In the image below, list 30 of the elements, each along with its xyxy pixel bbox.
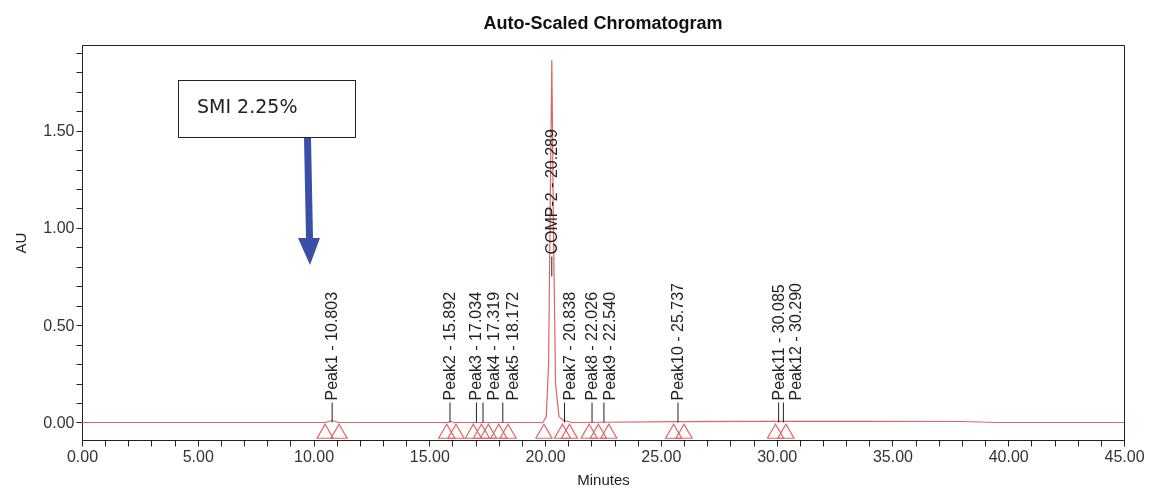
annotation: Peak4 - 17.319 [485,291,503,401]
x-axis-title: Minutes [577,470,630,488]
annotation: Peak1 - 10.803 [323,291,341,401]
callout-box: SMI 2.25% [178,80,356,138]
x-tick-label: 20.00 [525,447,566,465]
annotation: Peak11 - 30.085 [769,284,787,401]
x-tick-label: 10.00 [294,447,335,465]
annotation: Peak9 - 22.540 [600,291,618,401]
x-tick-label: 35.00 [872,447,914,465]
annotation: Peak3 - 17.034 [467,291,485,401]
annotation: COMP-2 - 20.289 [542,129,560,255]
x-tick-label: 25.00 [641,447,682,465]
annotation: Peak7 - 20.838 [560,291,578,401]
y-axis-title: AU [12,232,30,254]
annotation: Peak8 - 22.026 [583,291,601,401]
annotation: Peak12 - 30.290 [787,282,805,401]
y-tick-label: 1.50 [43,122,75,140]
annotation: Peak5 - 18.172 [503,291,521,401]
x-tick-label: 40.00 [988,447,1029,465]
y-tick-label: 0.00 [43,413,75,431]
annotation: Peak2 - 15.892 [440,291,458,401]
x-tick-label: 30.00 [757,447,798,465]
annotation: Peak10 - 25.737 [668,282,686,401]
y-tick-label: 1.00 [43,219,75,237]
x-tick-label: 45.00 [1104,447,1145,465]
x-tick-label: 5.00 [182,447,214,465]
chart-title: Auto-Scaled Chromatogram [483,12,723,33]
x-tick-label: 15.00 [409,447,450,465]
y-tick-label: 0.50 [43,316,75,334]
x-tick-label: 0.00 [66,447,99,465]
